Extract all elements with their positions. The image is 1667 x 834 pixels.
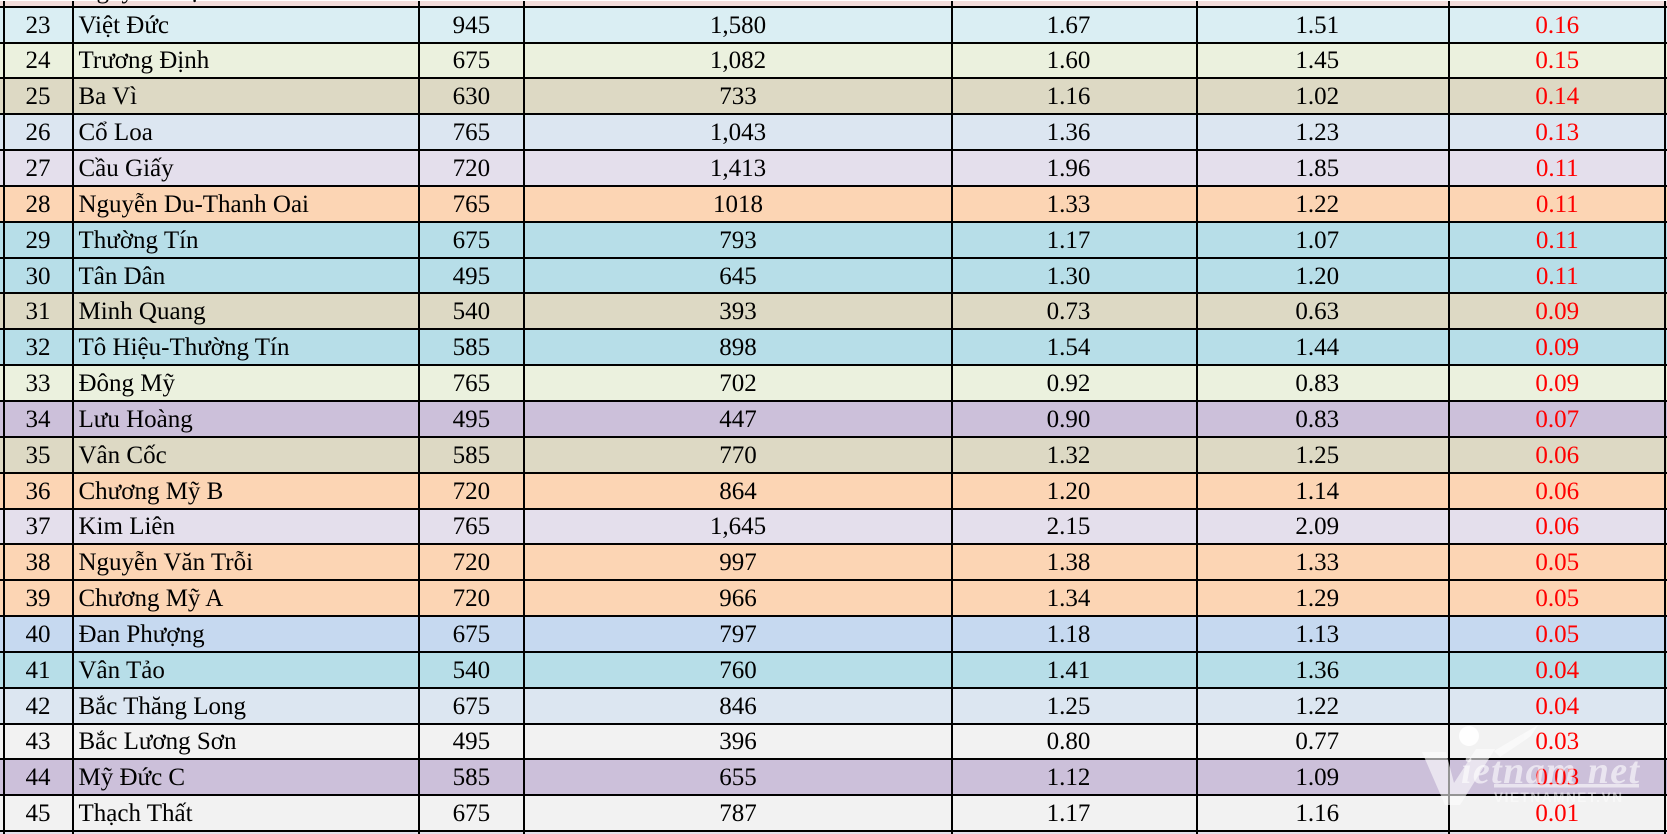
svg-text:ietnam net: ietnam net [1461, 750, 1640, 792]
svg-text:VIETNAMNET.VN: VIETNAMNET.VN [1494, 790, 1624, 805]
